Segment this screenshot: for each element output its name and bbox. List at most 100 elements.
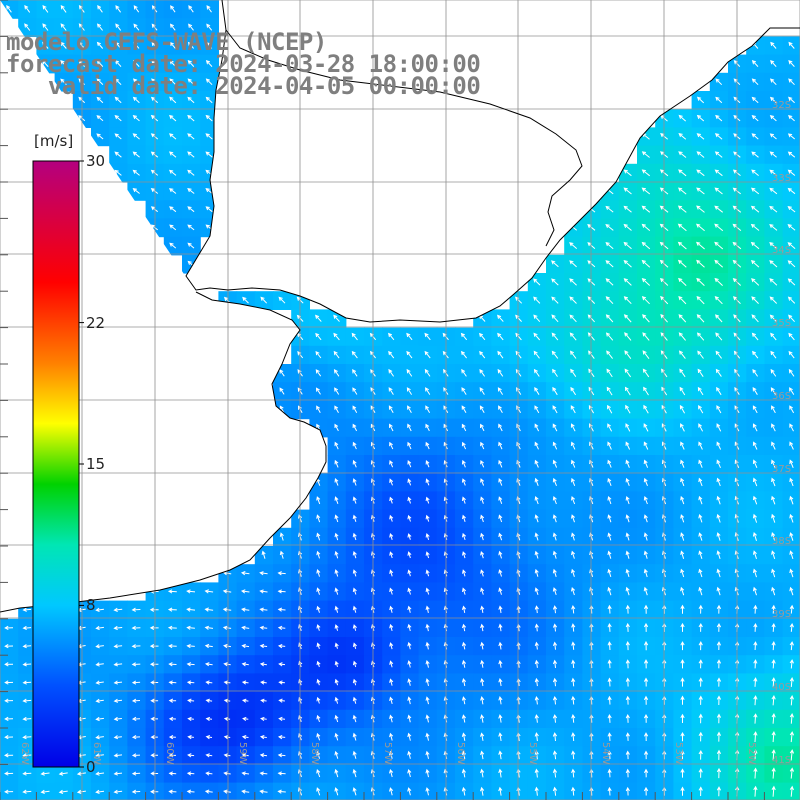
wind-arrow xyxy=(259,607,268,612)
wind-arrow xyxy=(771,785,776,797)
wind-arrow xyxy=(641,151,650,158)
wind-arrow xyxy=(696,295,705,305)
wind-arrow xyxy=(680,786,685,796)
wind-arrow xyxy=(461,768,466,778)
wind-arrow xyxy=(22,771,32,776)
wind-arrow xyxy=(788,314,795,323)
wind-arrow xyxy=(334,678,339,686)
wind-arrow xyxy=(42,60,49,67)
wind-arrow xyxy=(278,716,286,722)
wind-arrow xyxy=(497,350,504,359)
wind-arrow xyxy=(389,769,394,778)
wind-arrow xyxy=(4,734,14,740)
wind-arrow xyxy=(714,277,723,286)
wind-arrow xyxy=(480,677,485,687)
wind-arrow xyxy=(223,716,231,721)
wind-arrow xyxy=(186,625,195,630)
wind-arrow xyxy=(534,714,539,723)
wind-arrow xyxy=(24,23,31,31)
wind-arrow xyxy=(714,259,724,268)
wind-arrow xyxy=(315,369,322,377)
wind-arrow xyxy=(352,587,357,595)
wind-arrow xyxy=(205,753,213,758)
wind-arrow xyxy=(623,278,632,286)
wind-arrow xyxy=(113,625,123,631)
wind-arrow xyxy=(534,568,539,577)
wind-arrow xyxy=(696,169,705,177)
wind-arrow xyxy=(480,496,485,504)
wind-arrow xyxy=(714,187,723,195)
wind-arrow xyxy=(533,368,540,377)
wind-arrow xyxy=(389,623,394,632)
wind-arrow xyxy=(259,753,268,758)
wind-arrow xyxy=(497,332,504,341)
wind-arrow xyxy=(316,405,321,413)
wind-arrow xyxy=(498,459,503,468)
wind-arrow xyxy=(461,659,467,668)
wind-arrow xyxy=(204,625,214,630)
wind-arrow xyxy=(279,369,285,377)
wind-arrow xyxy=(169,78,177,86)
wind-arrow xyxy=(789,731,795,743)
wind-arrow xyxy=(333,332,340,341)
wind-arrow xyxy=(479,350,486,359)
longitude-label: 62W xyxy=(19,742,30,765)
wind-arrow xyxy=(277,589,286,594)
wind-arrow xyxy=(552,514,557,523)
wind-arrow xyxy=(205,133,213,140)
wind-arrow xyxy=(407,478,412,486)
wind-arrow xyxy=(770,350,777,359)
wind-arrow xyxy=(607,659,612,669)
wind-arrow xyxy=(480,641,485,650)
wind-arrow xyxy=(678,114,687,122)
wind-arrow xyxy=(533,296,541,304)
wind-arrow xyxy=(752,368,759,377)
colorbar-unit: [m/s] xyxy=(34,132,74,150)
wind-arrow xyxy=(222,625,232,630)
wind-arrow xyxy=(113,607,123,612)
wind-arrow xyxy=(680,514,685,523)
wind-arrow xyxy=(407,678,412,686)
wind-arrow xyxy=(751,78,759,86)
wind-arrow xyxy=(241,698,249,703)
wind-arrow xyxy=(642,332,650,341)
wind-arrow xyxy=(277,643,286,649)
wind-arrow xyxy=(316,678,321,686)
wind-arrow xyxy=(750,223,760,231)
longitude-label: 52W xyxy=(746,742,757,765)
wind-arrow xyxy=(771,405,776,414)
wind-arrow xyxy=(352,532,357,541)
wind-arrow xyxy=(625,404,631,414)
wind-arrow xyxy=(715,96,723,104)
wind-arrow xyxy=(95,625,104,631)
longitude-label: 54W xyxy=(600,742,611,765)
wind-arrow xyxy=(4,643,14,649)
wind-arrow xyxy=(222,607,232,612)
wind-arrow xyxy=(571,550,576,559)
wind-arrow xyxy=(771,441,776,450)
latitude-label: 40S xyxy=(772,682,792,693)
wind-arrow xyxy=(643,786,649,796)
wind-arrow xyxy=(334,660,339,668)
coastline xyxy=(0,0,800,613)
wind-arrow xyxy=(241,680,249,685)
wind-arrow xyxy=(461,677,467,687)
wind-arrow xyxy=(607,750,612,760)
wind-arrow xyxy=(552,550,557,559)
wind-arrow xyxy=(643,586,648,596)
wind-arrow xyxy=(605,278,614,286)
wind-arrow xyxy=(789,641,794,651)
wind-arrow xyxy=(643,640,649,651)
wind-arrow xyxy=(425,460,430,468)
wind-arrow xyxy=(625,514,630,523)
wind-arrow xyxy=(406,368,413,377)
wind-arrow xyxy=(497,387,504,395)
wind-arrow xyxy=(677,223,687,232)
wind-arrow xyxy=(698,786,703,797)
wind-arrow xyxy=(607,441,612,450)
wind-arrow xyxy=(425,569,430,577)
wind-arrow xyxy=(753,731,758,743)
wind-arrow xyxy=(587,242,596,249)
wind-arrow xyxy=(587,260,596,268)
wind-arrow xyxy=(316,605,321,613)
